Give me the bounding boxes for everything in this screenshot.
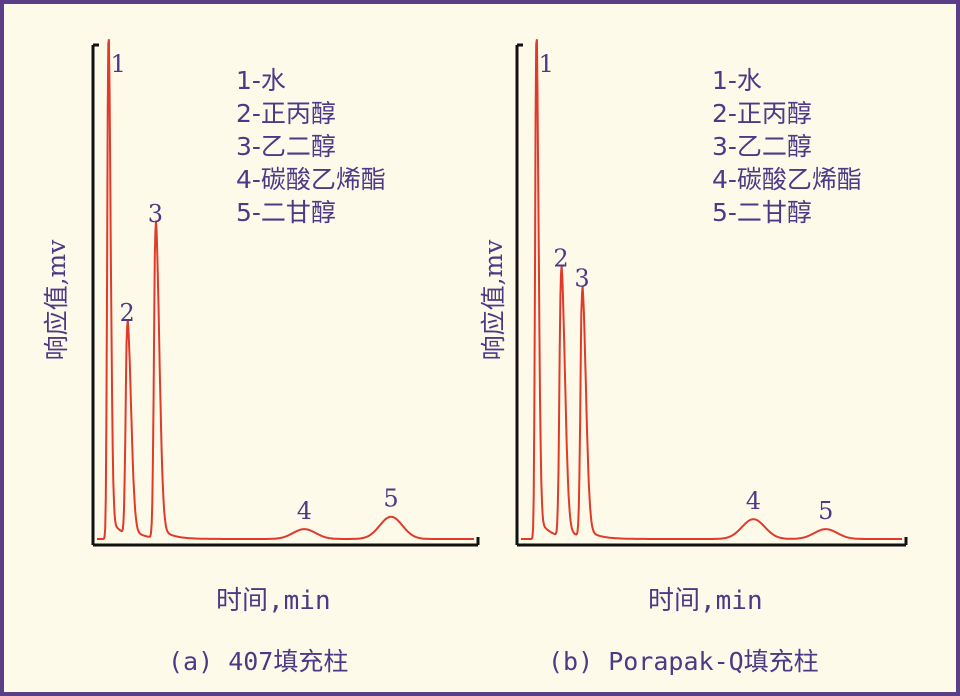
legend-item: 5-二甘醇 (712, 198, 812, 227)
caption-a: (a) 407填充柱 (168, 647, 349, 676)
chromatogram-trace (521, 39, 902, 540)
peak-label: 5 (383, 485, 398, 513)
x-axis-label-b: 时间,min (648, 586, 763, 616)
peak-label: 2 (120, 299, 135, 327)
chromatogram-trace (97, 39, 474, 540)
legend-item: 3-乙二醇 (712, 132, 812, 161)
legend-item: 5-二甘醇 (236, 198, 336, 227)
legend-b: 1-水 2-正丙醇 3-乙二醇 4-碳酸乙烯酯 5-二甘醇 (712, 64, 862, 229)
peak-label: 2 (553, 245, 568, 273)
y-axis-label-b: 响应值,mv (479, 239, 508, 361)
legend-a: 1-水 2-正丙醇 3-乙二醇 4-碳酸乙烯酯 5-二甘醇 (236, 64, 386, 229)
legend-item: 1-水 (712, 66, 762, 95)
peak-label: 3 (148, 200, 163, 228)
peak-label: 1 (539, 50, 554, 78)
legend-item: 1-水 (236, 66, 286, 95)
legend-item: 2-正丙醇 (712, 99, 812, 128)
peak-label: 1 (111, 50, 126, 78)
peak-label: 4 (746, 487, 761, 515)
x-axis-label-a: 时间,min (216, 586, 331, 616)
legend-item: 4-碳酸乙烯酯 (236, 165, 386, 194)
legend-item: 2-正丙醇 (236, 99, 336, 128)
peak-label: 3 (574, 264, 589, 292)
legend-item: 3-乙二醇 (236, 132, 336, 161)
caption-b: (b) Porapak-Q填充柱 (548, 647, 819, 676)
legend-item: 4-碳酸乙烯酯 (712, 165, 862, 194)
y-axis-label-a: 响应值,mv (42, 239, 71, 361)
figure-frame (4, 4, 956, 692)
peak-label: 4 (297, 497, 312, 525)
peak-label: 5 (818, 497, 833, 525)
